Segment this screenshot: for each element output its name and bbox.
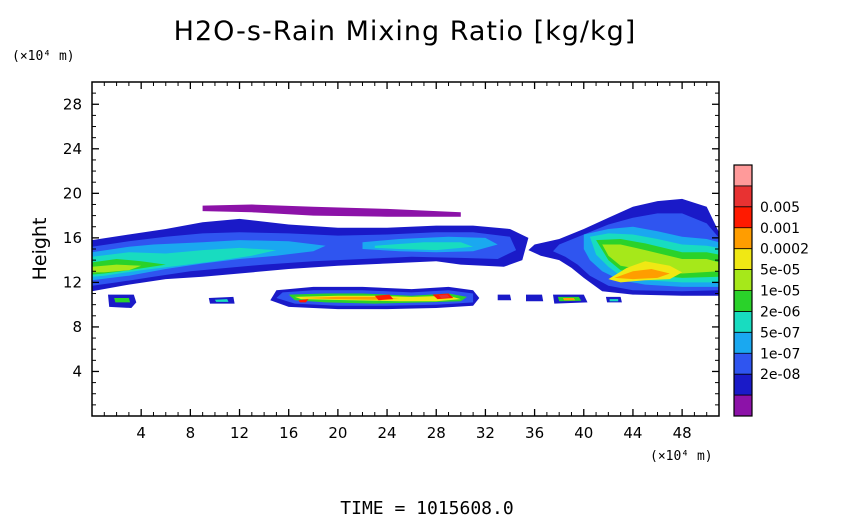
y-axis-label: Height	[29, 218, 51, 281]
field-region-8	[92, 264, 142, 273]
x-tick-label-11: 48	[673, 424, 692, 442]
y-axis-ticks: 4 8 12 16 20 24 28	[63, 92, 719, 406]
colorbar-label-5: 2e-06	[760, 304, 800, 320]
field-region-31	[526, 294, 544, 302]
colorbar-swatch-10	[734, 185, 752, 208]
colorbar-swatch-7	[734, 248, 752, 270]
y-tick-label-6: 28	[63, 95, 82, 113]
colorbar-label-2: 0.0002	[760, 242, 809, 258]
field-region-0	[202, 204, 461, 217]
colorbar-label-8: 2e-08	[760, 367, 800, 383]
colorbar-swatch-5	[734, 290, 752, 312]
x-tick-label-7: 32	[476, 424, 495, 442]
colorbar-swatch-8	[734, 227, 752, 249]
x-tick-label-2: 12	[230, 424, 249, 442]
x-tick-label-6: 28	[427, 424, 446, 442]
x-tick-label-8: 36	[525, 424, 544, 442]
time-label: TIME = 1015608.0	[340, 498, 513, 519]
colorbar-label-1: 0.001	[760, 221, 800, 237]
x-tick-label-1: 8	[186, 424, 196, 442]
field-region-34	[562, 298, 576, 301]
rain-mixing-ratio-field	[92, 198, 719, 310]
x-tick-label-3: 16	[279, 424, 298, 442]
x-axis-ticks: 4 8 12 16 20 24 28 32 36 40 44 48	[103, 82, 708, 442]
y-tick-label-4: 20	[63, 184, 82, 202]
y-tick-label-0: 4	[72, 362, 82, 380]
chart-title: H2O-s-Rain Mixing Ratio [kg/kg]	[174, 16, 637, 47]
colorbar-swatch-6	[734, 269, 752, 291]
colorbar-swatch-11	[734, 165, 752, 187]
y-tick-label-5: 24	[63, 140, 82, 158]
colorbar-swatch-1	[734, 374, 752, 396]
field-region-16	[614, 269, 670, 280]
field-region-4	[92, 247, 277, 277]
colorbar-label-7: 1e-07	[760, 346, 800, 362]
field-region-23	[374, 294, 394, 301]
x-tick-label-9: 40	[574, 424, 593, 442]
field-region-27	[114, 298, 131, 303]
field-region-29	[214, 299, 229, 302]
colorbar-swatch-3	[734, 332, 752, 354]
x-tick-label-4: 20	[328, 424, 347, 442]
colorbar: 0.005 0.001 0.0002 5e-05 1e-05 2e-06 5e-07 1e-0…	[733, 164, 809, 417]
colorbar-label-4: 1e-05	[760, 284, 800, 300]
colorbar-label-0: 0.005	[760, 200, 800, 216]
x-tick-label-0: 4	[136, 424, 146, 442]
field-region-36	[609, 299, 619, 302]
field-region-25	[438, 294, 450, 298]
y-tick-label-1: 8	[72, 318, 82, 336]
colorbar-swatch-4	[734, 311, 752, 333]
colorbar-swatch-9	[734, 206, 752, 229]
field-region-21	[301, 296, 400, 300]
field-region-30	[497, 294, 512, 301]
colorbar-swatch-2	[734, 353, 752, 375]
y-axis-unit: (×10⁴ m)	[12, 49, 75, 64]
x-tick-label-5: 24	[378, 424, 397, 442]
colorbar-label-3: 5e-05	[760, 263, 800, 279]
y-tick-label-2: 12	[63, 273, 82, 291]
x-axis-unit: (×10⁴ m)	[650, 449, 713, 464]
field-region-22	[298, 299, 309, 303]
colorbar-swatch-0	[734, 395, 752, 417]
colorbar-label-6: 5e-07	[760, 325, 800, 341]
field-region-6	[374, 242, 474, 251]
x-tick-label-10: 44	[623, 424, 642, 442]
y-tick-label-3: 16	[63, 229, 82, 247]
